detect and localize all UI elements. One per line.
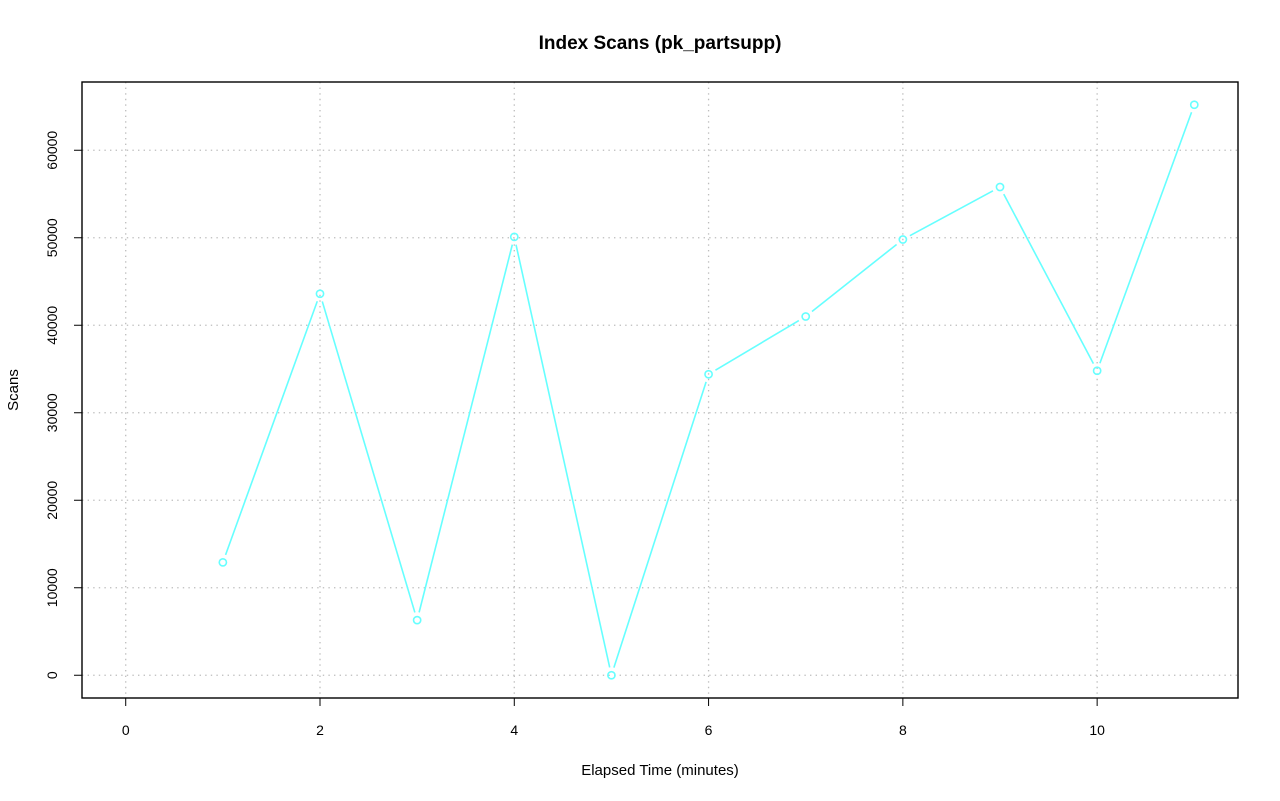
y-axis-label: Scans — [5, 369, 22, 411]
series-segment — [321, 301, 416, 613]
series-segment — [515, 244, 611, 668]
data-point — [1092, 366, 1102, 376]
series-segment — [909, 190, 994, 237]
y-tick-label: 60000 — [44, 131, 60, 170]
data-point — [218, 557, 228, 567]
x-tick-label: 8 — [899, 722, 907, 738]
series-segment — [613, 381, 707, 668]
y-axis: 0 10000 20000 30000 40000 50000 60000 — [44, 131, 82, 679]
data-point — [315, 289, 325, 299]
data-point — [509, 232, 519, 242]
y-tick-label: 0 — [44, 671, 60, 679]
y-tick-label: 30000 — [44, 393, 60, 432]
data-point — [412, 615, 422, 625]
y-tick-label: 50000 — [44, 218, 60, 257]
grid — [82, 82, 1238, 698]
x-tick-label: 4 — [510, 722, 518, 738]
data-point — [995, 182, 1005, 192]
x-tick-label: 6 — [705, 722, 713, 738]
series-segment — [1099, 111, 1193, 364]
y-tick-label: 20000 — [44, 481, 60, 520]
y-tick-label: 10000 — [44, 568, 60, 607]
series-segment — [224, 301, 319, 556]
data-point — [801, 312, 811, 321]
x-axis-label: Elapsed Time (minutes) — [581, 762, 739, 779]
series-segment — [418, 244, 514, 613]
series-segment — [1003, 193, 1095, 365]
x-axis: 0 2 4 6 8 10 — [122, 698, 1105, 738]
data-point — [898, 235, 908, 244]
x-tick-label: 0 — [122, 722, 130, 738]
y-tick-label: 40000 — [44, 306, 60, 345]
data-point — [1189, 100, 1199, 110]
data-point — [704, 369, 713, 379]
data-point — [607, 670, 616, 680]
chart-title: Index Scans (pk_partsupp) — [539, 33, 782, 54]
series-segment — [811, 243, 898, 313]
plot-frame — [81, 81, 1239, 699]
x-tick-label: 2 — [316, 722, 324, 738]
series-layer — [218, 100, 1199, 680]
series-segment — [715, 319, 800, 371]
x-tick-label: 10 — [1089, 722, 1105, 738]
